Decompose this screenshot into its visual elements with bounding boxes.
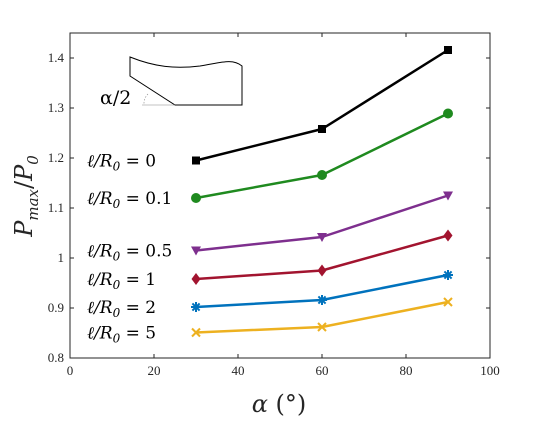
square-marker	[318, 125, 326, 133]
circle-marker	[443, 108, 453, 119]
svg-text:α (°): α (°)	[252, 390, 307, 418]
svg-text:Pmax/P0: Pmax/P0	[10, 155, 42, 238]
star-marker	[191, 302, 201, 312]
data-series: ℓ/R0 = 0	[87, 46, 452, 174]
series-label: ℓ/R0 = 0.5	[87, 242, 172, 264]
series-layer: ℓ/R0 = 0 ℓ/R0 = 0.1 ℓ/R0 = 0.5 ℓ/R0 = 1 ℓ/R0…	[87, 46, 453, 346]
y-tick-label: 0.9	[48, 300, 64, 315]
square-marker	[444, 46, 452, 54]
data-series: ℓ/R0 = 0.1	[87, 108, 453, 211]
data-series: ℓ/R0 = 0.5	[87, 191, 453, 264]
series-line	[195, 194, 449, 252]
triangle-marker	[191, 246, 201, 256]
data-series: ℓ/R0 = 2	[87, 270, 453, 320]
x-tick-label: 100	[480, 363, 500, 378]
y-tick-label: 0.8	[48, 350, 64, 365]
series-label: ℓ/R0 = 1	[87, 270, 156, 292]
y-tick-label: 1.2	[48, 150, 64, 165]
data-series: ℓ/R0 = 5	[87, 297, 453, 346]
plot-frame	[69, 32, 491, 359]
cross-marker	[317, 322, 327, 332]
circle-marker	[317, 170, 327, 180]
diamond-marker	[443, 229, 453, 242]
triangle-marker	[317, 233, 327, 242]
data-series: ℓ/R0 = 1	[87, 229, 453, 292]
x-tick-label: 60	[316, 363, 329, 378]
star-marker	[317, 295, 327, 305]
x-tick-label: 80	[400, 363, 413, 378]
cross-marker	[443, 297, 453, 307]
axis-ticks: 0 20 40 60 80 100 0.8 0.9 1 1.1 1.2 1.3 1.4	[48, 33, 500, 378]
x-tick-label: 0	[67, 363, 74, 378]
series-label: ℓ/R0 = 2	[87, 298, 156, 320]
cross-marker	[191, 327, 201, 338]
y-tick-label: 1	[58, 250, 65, 265]
square-marker	[192, 156, 200, 165]
inset-angle-label: α/2	[100, 87, 131, 109]
x-tick-label: 20	[148, 363, 161, 378]
y-tick-label: 1.4	[48, 50, 65, 65]
wedge-inset: α/2	[100, 56, 243, 109]
series-label: ℓ/R0 = 5	[87, 324, 156, 346]
diamond-marker	[191, 273, 201, 285]
series-label: ℓ/R0 = 0	[87, 152, 156, 174]
circle-marker	[191, 193, 201, 203]
triangle-marker	[443, 191, 453, 201]
y-axis-title: Pmax/P0	[10, 155, 42, 238]
y-tick-label: 1.3	[48, 100, 64, 115]
y-tick-label: 1.1	[48, 200, 64, 215]
star-marker	[443, 270, 453, 280]
x-tick-label: 40	[232, 363, 245, 378]
x-axis-title: α (°)	[252, 390, 307, 418]
diamond-marker	[317, 264, 327, 277]
series-label: ℓ/R0 = 0.1	[87, 189, 172, 211]
